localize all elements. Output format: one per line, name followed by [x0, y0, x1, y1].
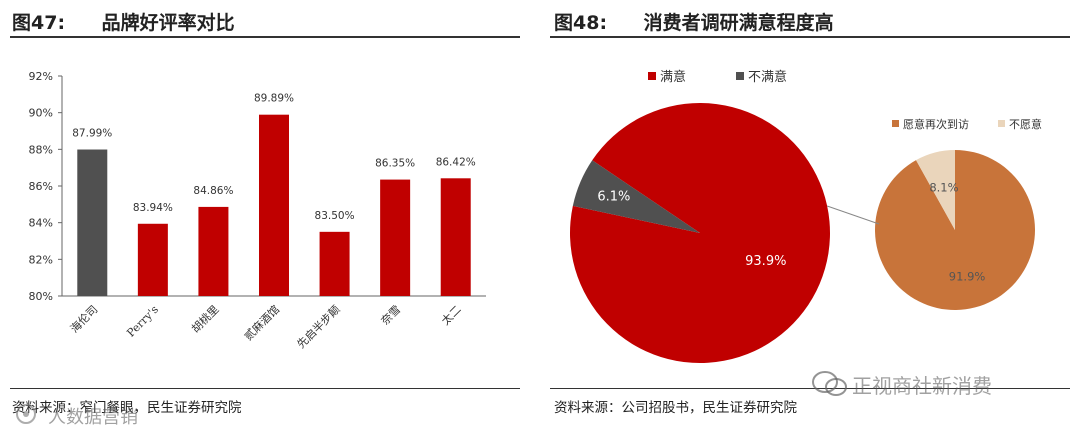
- legend-swatch: [892, 120, 899, 127]
- right-bottom-rule: [550, 388, 1070, 389]
- bar-data-label: 89.89%: [254, 93, 294, 105]
- bar-data-label: 87.99%: [72, 128, 112, 140]
- right-source-note: 资料来源：公司招股书，民生证券研究院: [554, 400, 797, 416]
- x-tick-label: 奈雪: [378, 302, 403, 327]
- legend-label: 满意: [660, 69, 686, 85]
- bar-data-label: 83.50%: [315, 210, 355, 222]
- bar-data-label: 84.86%: [193, 185, 233, 197]
- left-figure-label: 图47:: [12, 12, 66, 34]
- legend-label: 愿意再次到访: [903, 117, 969, 131]
- bar-data-label: 83.94%: [133, 202, 173, 214]
- y-tick-label: 82%: [29, 253, 53, 266]
- x-tick-label: Perry's: [124, 303, 161, 340]
- pie-slice: [916, 150, 955, 230]
- right-title-rule: [550, 36, 1070, 38]
- right-figure-label: 图48:: [554, 12, 608, 34]
- y-tick-label: 86%: [29, 180, 53, 193]
- left-figure-title: 图47: 品牌好评率对比: [12, 8, 235, 35]
- bar-data-label: 86.35%: [375, 158, 415, 170]
- bar: [380, 179, 411, 296]
- legend-swatch: [648, 72, 656, 80]
- pie-data-label: 93.9%: [745, 254, 786, 269]
- x-tick-label: 海伦司: [67, 302, 100, 335]
- right-figure-panel: 图48: 消费者调研满意程度高 93.9% 6.1% 91.9% 8.1% 满意 不满意愿…: [540, 0, 1080, 434]
- left-figure-panel: 图47: 品牌好评率对比 80% 82% 84% 86% 88% 90% 92% 87.99%…: [10, 8, 520, 428]
- y-tick-label: 88%: [29, 143, 53, 156]
- legend-label: 不愿意: [1009, 117, 1042, 131]
- x-tick-label: 太二: [439, 303, 464, 328]
- y-tick-label: 80%: [29, 290, 53, 303]
- bar-chart: 80% 82% 84% 86% 88% 90% 92% 87.99% 海伦司 83.94% Perr…: [29, 70, 486, 351]
- left-title-rule: [10, 36, 520, 38]
- bar: [77, 149, 108, 296]
- y-tick-label: 90%: [29, 107, 53, 120]
- y-tick-label: 84%: [29, 217, 53, 230]
- pie-connector-line: [826, 205, 880, 225]
- left-source-note: 资料来源：窄门餐眼，民生证券研究院: [12, 400, 242, 416]
- bar: [259, 114, 289, 296]
- left-bottom-rule: [10, 388, 520, 389]
- x-tick-label: 胡桃里: [188, 302, 221, 335]
- x-tick-label: 先启半步颠: [294, 302, 343, 351]
- bar: [319, 231, 350, 296]
- pie-data-label: 91.9%: [949, 269, 986, 283]
- right-figure-title-text: 消费者调研满意程度高: [643, 12, 834, 34]
- left-figure-title-text: 品牌好评率对比: [101, 12, 235, 34]
- bar: [137, 223, 168, 296]
- x-tick-label: 贰麻酒馆: [241, 302, 282, 343]
- bar: [198, 206, 229, 296]
- watermark-wechat-icon-right: [812, 371, 847, 396]
- watermark-bottom-right: 正视商社新消费: [852, 374, 992, 398]
- pie-slice: [572, 160, 700, 233]
- right-figure-title: 图48: 消费者调研满意程度高: [554, 8, 834, 35]
- bar: [440, 178, 471, 296]
- bar-data-label: 86.42%: [436, 156, 476, 168]
- legend-swatch: [998, 120, 1005, 127]
- pie-data-label: 6.1%: [597, 189, 630, 204]
- legend-label: 不满意: [748, 69, 787, 85]
- watermark-wechat-icon-left: [16, 404, 36, 424]
- pie-data-label: 8.1%: [929, 180, 958, 194]
- legend-swatch: [736, 72, 744, 80]
- watermark-bottom-left: 人数据营销: [48, 407, 138, 428]
- pie-slice: [570, 103, 830, 363]
- y-tick-label: 92%: [29, 70, 53, 83]
